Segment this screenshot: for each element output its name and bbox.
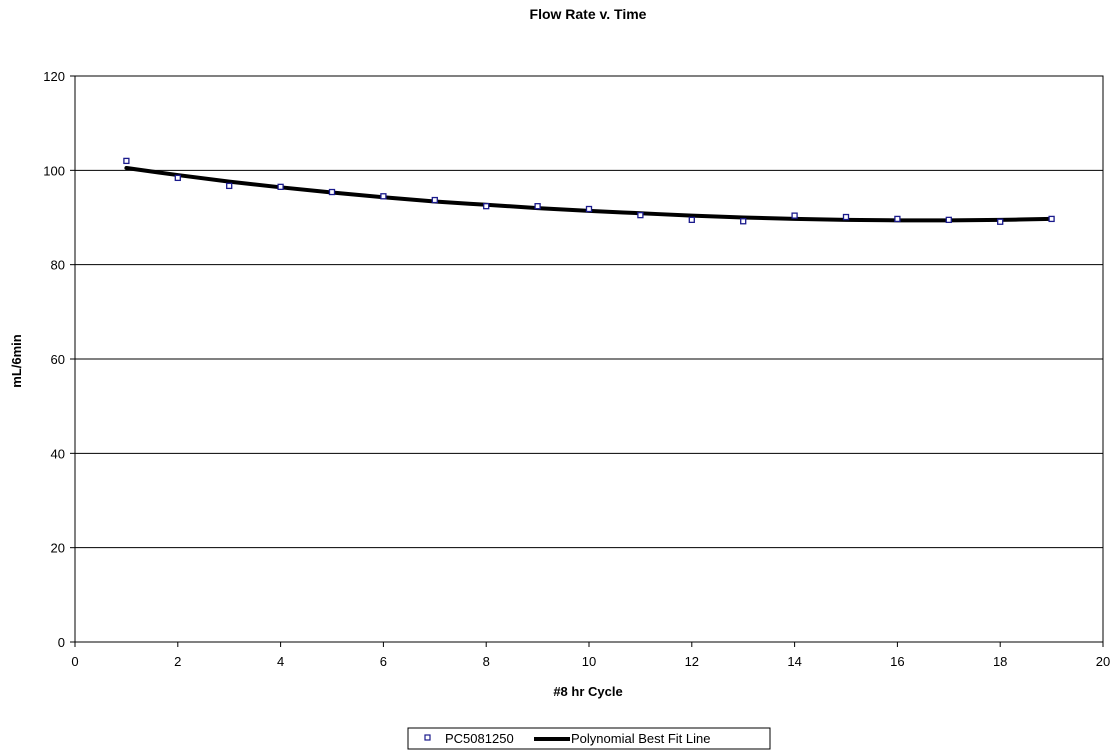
data-point <box>277 183 284 190</box>
x-tick-label: 16 <box>890 654 904 669</box>
data-point <box>328 188 336 196</box>
y-axis-ticks: 0 20 40 60 80 100 120 <box>43 69 75 650</box>
series-layer <box>123 157 1055 225</box>
x-tick-label: 18 <box>993 654 1007 669</box>
x-tick-label: 2 <box>174 654 181 669</box>
x-tick-label: 14 <box>787 654 801 669</box>
x-tick-label: 6 <box>380 654 387 669</box>
y-tick-label: 120 <box>43 69 65 84</box>
data-point <box>174 174 181 182</box>
x-tick-label: 4 <box>277 654 284 669</box>
data-point <box>740 218 747 225</box>
data-point <box>688 216 695 224</box>
y-tick-label: 80 <box>51 258 65 273</box>
x-tick-label: 0 <box>71 654 78 669</box>
data-point <box>483 203 490 210</box>
data-point <box>534 203 541 210</box>
data-point <box>945 216 952 224</box>
y-tick-label: 40 <box>51 446 65 461</box>
data-point <box>585 205 593 213</box>
data-point <box>997 218 1004 225</box>
data-point <box>226 182 233 190</box>
legend-label-line: Polynomial Best Fit Line <box>571 731 710 746</box>
y-tick-label: 60 <box>51 352 65 367</box>
gridlines <box>75 75 1103 549</box>
data-point <box>791 212 798 219</box>
x-axis-ticks: 0 2 4 6 8 10 12 14 16 18 20 <box>71 642 1110 669</box>
x-tick-label: 20 <box>1096 654 1110 669</box>
data-point <box>894 215 901 223</box>
legend-marker-scatter <box>424 734 431 741</box>
y-tick-label: 0 <box>58 635 65 650</box>
data-point <box>380 193 387 200</box>
data-point <box>431 196 438 204</box>
data-point <box>123 157 130 165</box>
data-point <box>637 211 644 219</box>
y-tick-label: 20 <box>51 541 65 556</box>
legend-box <box>407 727 771 750</box>
data-point <box>1048 215 1055 223</box>
x-tick-label: 8 <box>483 654 490 669</box>
x-tick-label: 10 <box>582 654 596 669</box>
y-tick-label: 100 <box>43 163 65 178</box>
x-axis-label: #8 hr Cycle <box>553 684 622 699</box>
y-axis-label: mL/6min <box>9 334 24 388</box>
data-point <box>842 213 850 221</box>
chart-title: Flow Rate v. Time <box>530 6 647 22</box>
legend: PC5081250 Polynomial Best Fit Line <box>407 727 771 750</box>
x-tick-label: 12 <box>685 654 699 669</box>
legend-label-scatter: PC5081250 <box>445 731 514 746</box>
